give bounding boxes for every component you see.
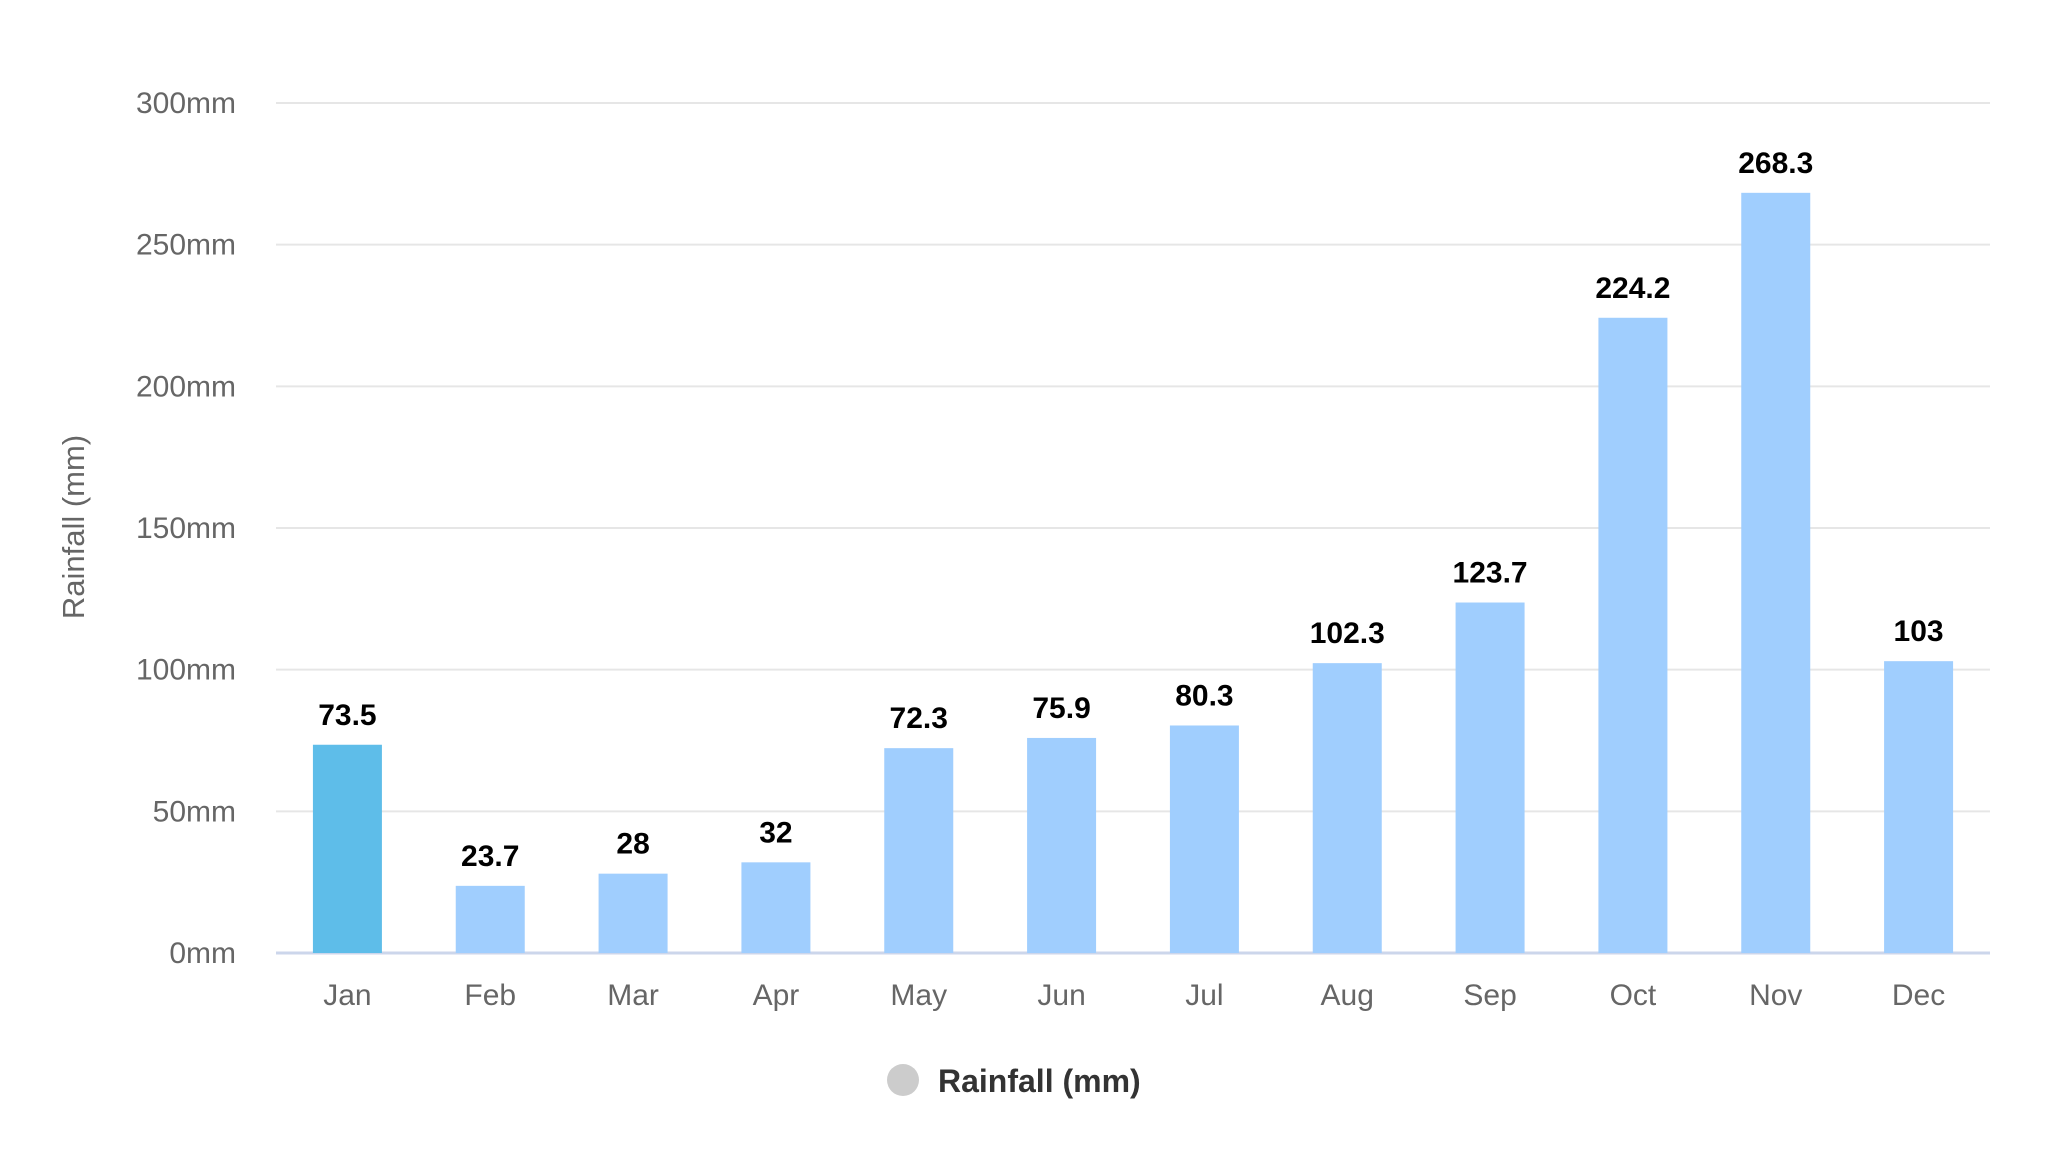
x-tick-label: Mar	[607, 979, 659, 1012]
bar-feb[interactable]	[455, 885, 525, 953]
x-tick-label: Jun	[1037, 979, 1085, 1012]
x-tick-label: Apr	[753, 979, 800, 1012]
bars	[312, 192, 1954, 954]
y-tick-label: 150mm	[136, 512, 236, 545]
bar-oct[interactable]	[1598, 317, 1668, 953]
x-tick-label: Feb	[464, 979, 516, 1012]
data-label-dec: 103	[1894, 615, 1944, 648]
x-axis-ticks: Jan Feb Mar Apr May Jun Jul Aug Sep Oct Nov Dec	[323, 979, 1945, 1012]
x-tick-label: May	[890, 979, 947, 1012]
x-tick-label: Jul	[1185, 979, 1223, 1012]
y-tick-label: 50mm	[153, 795, 236, 828]
x-tick-label: Sep	[1463, 979, 1516, 1012]
data-label-nov: 268.3	[1738, 147, 1813, 180]
y-tick-label: 0mm	[169, 937, 236, 970]
legend[interactable]: Rainfall (mm)	[887, 1063, 1141, 1099]
x-tick-label: Nov	[1749, 979, 1802, 1012]
bar-nov[interactable]	[1741, 192, 1811, 954]
data-label-oct: 224.2	[1595, 272, 1670, 305]
data-label-aug: 102.3	[1310, 617, 1385, 650]
data-label-jul: 80.3	[1175, 679, 1233, 712]
bar-dec[interactable]	[1884, 661, 1954, 953]
bar-apr[interactable]	[741, 862, 811, 953]
y-tick-label: 300mm	[136, 87, 236, 120]
data-label-jan: 73.5	[318, 699, 376, 732]
bar-sep[interactable]	[1455, 602, 1525, 953]
x-tick-label: Dec	[1892, 979, 1945, 1012]
x-tick-label: Jan	[323, 979, 371, 1012]
y-tick-label: 200mm	[136, 370, 236, 403]
bar-aug[interactable]	[1312, 663, 1382, 953]
data-label-may: 72.3	[890, 702, 948, 735]
grid-layer	[276, 102, 1990, 955]
y-tick-label: 250mm	[136, 229, 236, 262]
y-tick-label: 100mm	[136, 654, 236, 687]
data-label-mar: 28	[616, 828, 649, 861]
data-label-jun: 75.9	[1032, 692, 1090, 725]
bar-mar[interactable]	[598, 873, 668, 953]
bar-jul[interactable]	[1169, 725, 1239, 953]
y-axis-title: Rainfall (mm)	[56, 435, 91, 619]
bar-may[interactable]	[884, 748, 954, 953]
x-tick-label: Oct	[1610, 979, 1657, 1012]
bar-jun[interactable]	[1027, 737, 1097, 953]
y-axis-ticks: 0mm 50mm 100mm 150mm 200mm 250mm 300mm	[136, 87, 236, 970]
x-tick-label: Aug	[1321, 979, 1374, 1012]
legend-marker-icon	[887, 1064, 919, 1096]
data-label-sep: 123.7	[1453, 557, 1528, 590]
data-labels: 73.5 23.7 28 32 72.3 75.9 80.3 102.3 123.7 224.2 2…	[318, 147, 1943, 873]
bar-jan[interactable]	[312, 744, 382, 953]
legend-label: Rainfall (mm)	[938, 1063, 1141, 1099]
data-label-feb: 23.7	[461, 840, 519, 873]
data-label-apr: 32	[759, 816, 792, 849]
